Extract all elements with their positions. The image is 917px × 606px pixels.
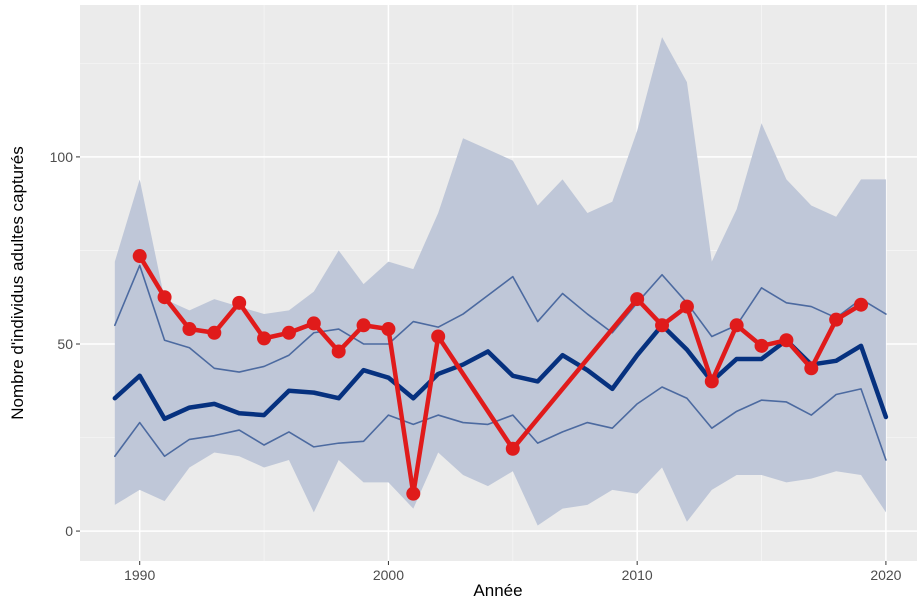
observed-point bbox=[679, 299, 694, 314]
observed-point bbox=[281, 325, 296, 340]
observed-point bbox=[257, 331, 272, 346]
observed-point bbox=[406, 486, 421, 501]
series-line bbox=[114, 264, 887, 373]
observed-point bbox=[132, 249, 147, 264]
observed-point bbox=[182, 322, 197, 337]
observed-point bbox=[854, 297, 869, 312]
observed-point bbox=[729, 318, 744, 333]
y-tick-label: 100 bbox=[50, 149, 74, 165]
observed-point bbox=[754, 338, 769, 353]
y-axis-title: Nombre d'individus adultes capturés bbox=[8, 146, 27, 420]
observed-point bbox=[804, 361, 819, 376]
observed-point bbox=[157, 290, 172, 305]
observed-point bbox=[655, 318, 670, 333]
observed-point bbox=[779, 333, 794, 348]
uncertainty-band bbox=[114, 37, 886, 526]
observed-point bbox=[306, 316, 321, 331]
observed-point bbox=[505, 441, 520, 456]
x-tick-label: 2020 bbox=[870, 567, 901, 583]
observed-point bbox=[356, 318, 371, 333]
x-tick-label: 2010 bbox=[622, 567, 653, 583]
y-tick-label: 50 bbox=[57, 336, 73, 352]
observed-point bbox=[232, 295, 247, 310]
y-tick-label: 0 bbox=[65, 523, 73, 539]
observed-point bbox=[381, 322, 396, 337]
x-tick-label: 2000 bbox=[373, 567, 404, 583]
x-tick-label: 1990 bbox=[124, 567, 155, 583]
observed-point bbox=[331, 344, 346, 359]
observed-point bbox=[431, 329, 446, 344]
observed-point bbox=[207, 325, 222, 340]
observed-point bbox=[829, 312, 844, 327]
series-line bbox=[114, 386, 887, 461]
observed-point bbox=[704, 374, 719, 389]
observed-point bbox=[630, 292, 645, 307]
series-line bbox=[112, 323, 889, 422]
x-axis-title: Année bbox=[473, 581, 522, 600]
